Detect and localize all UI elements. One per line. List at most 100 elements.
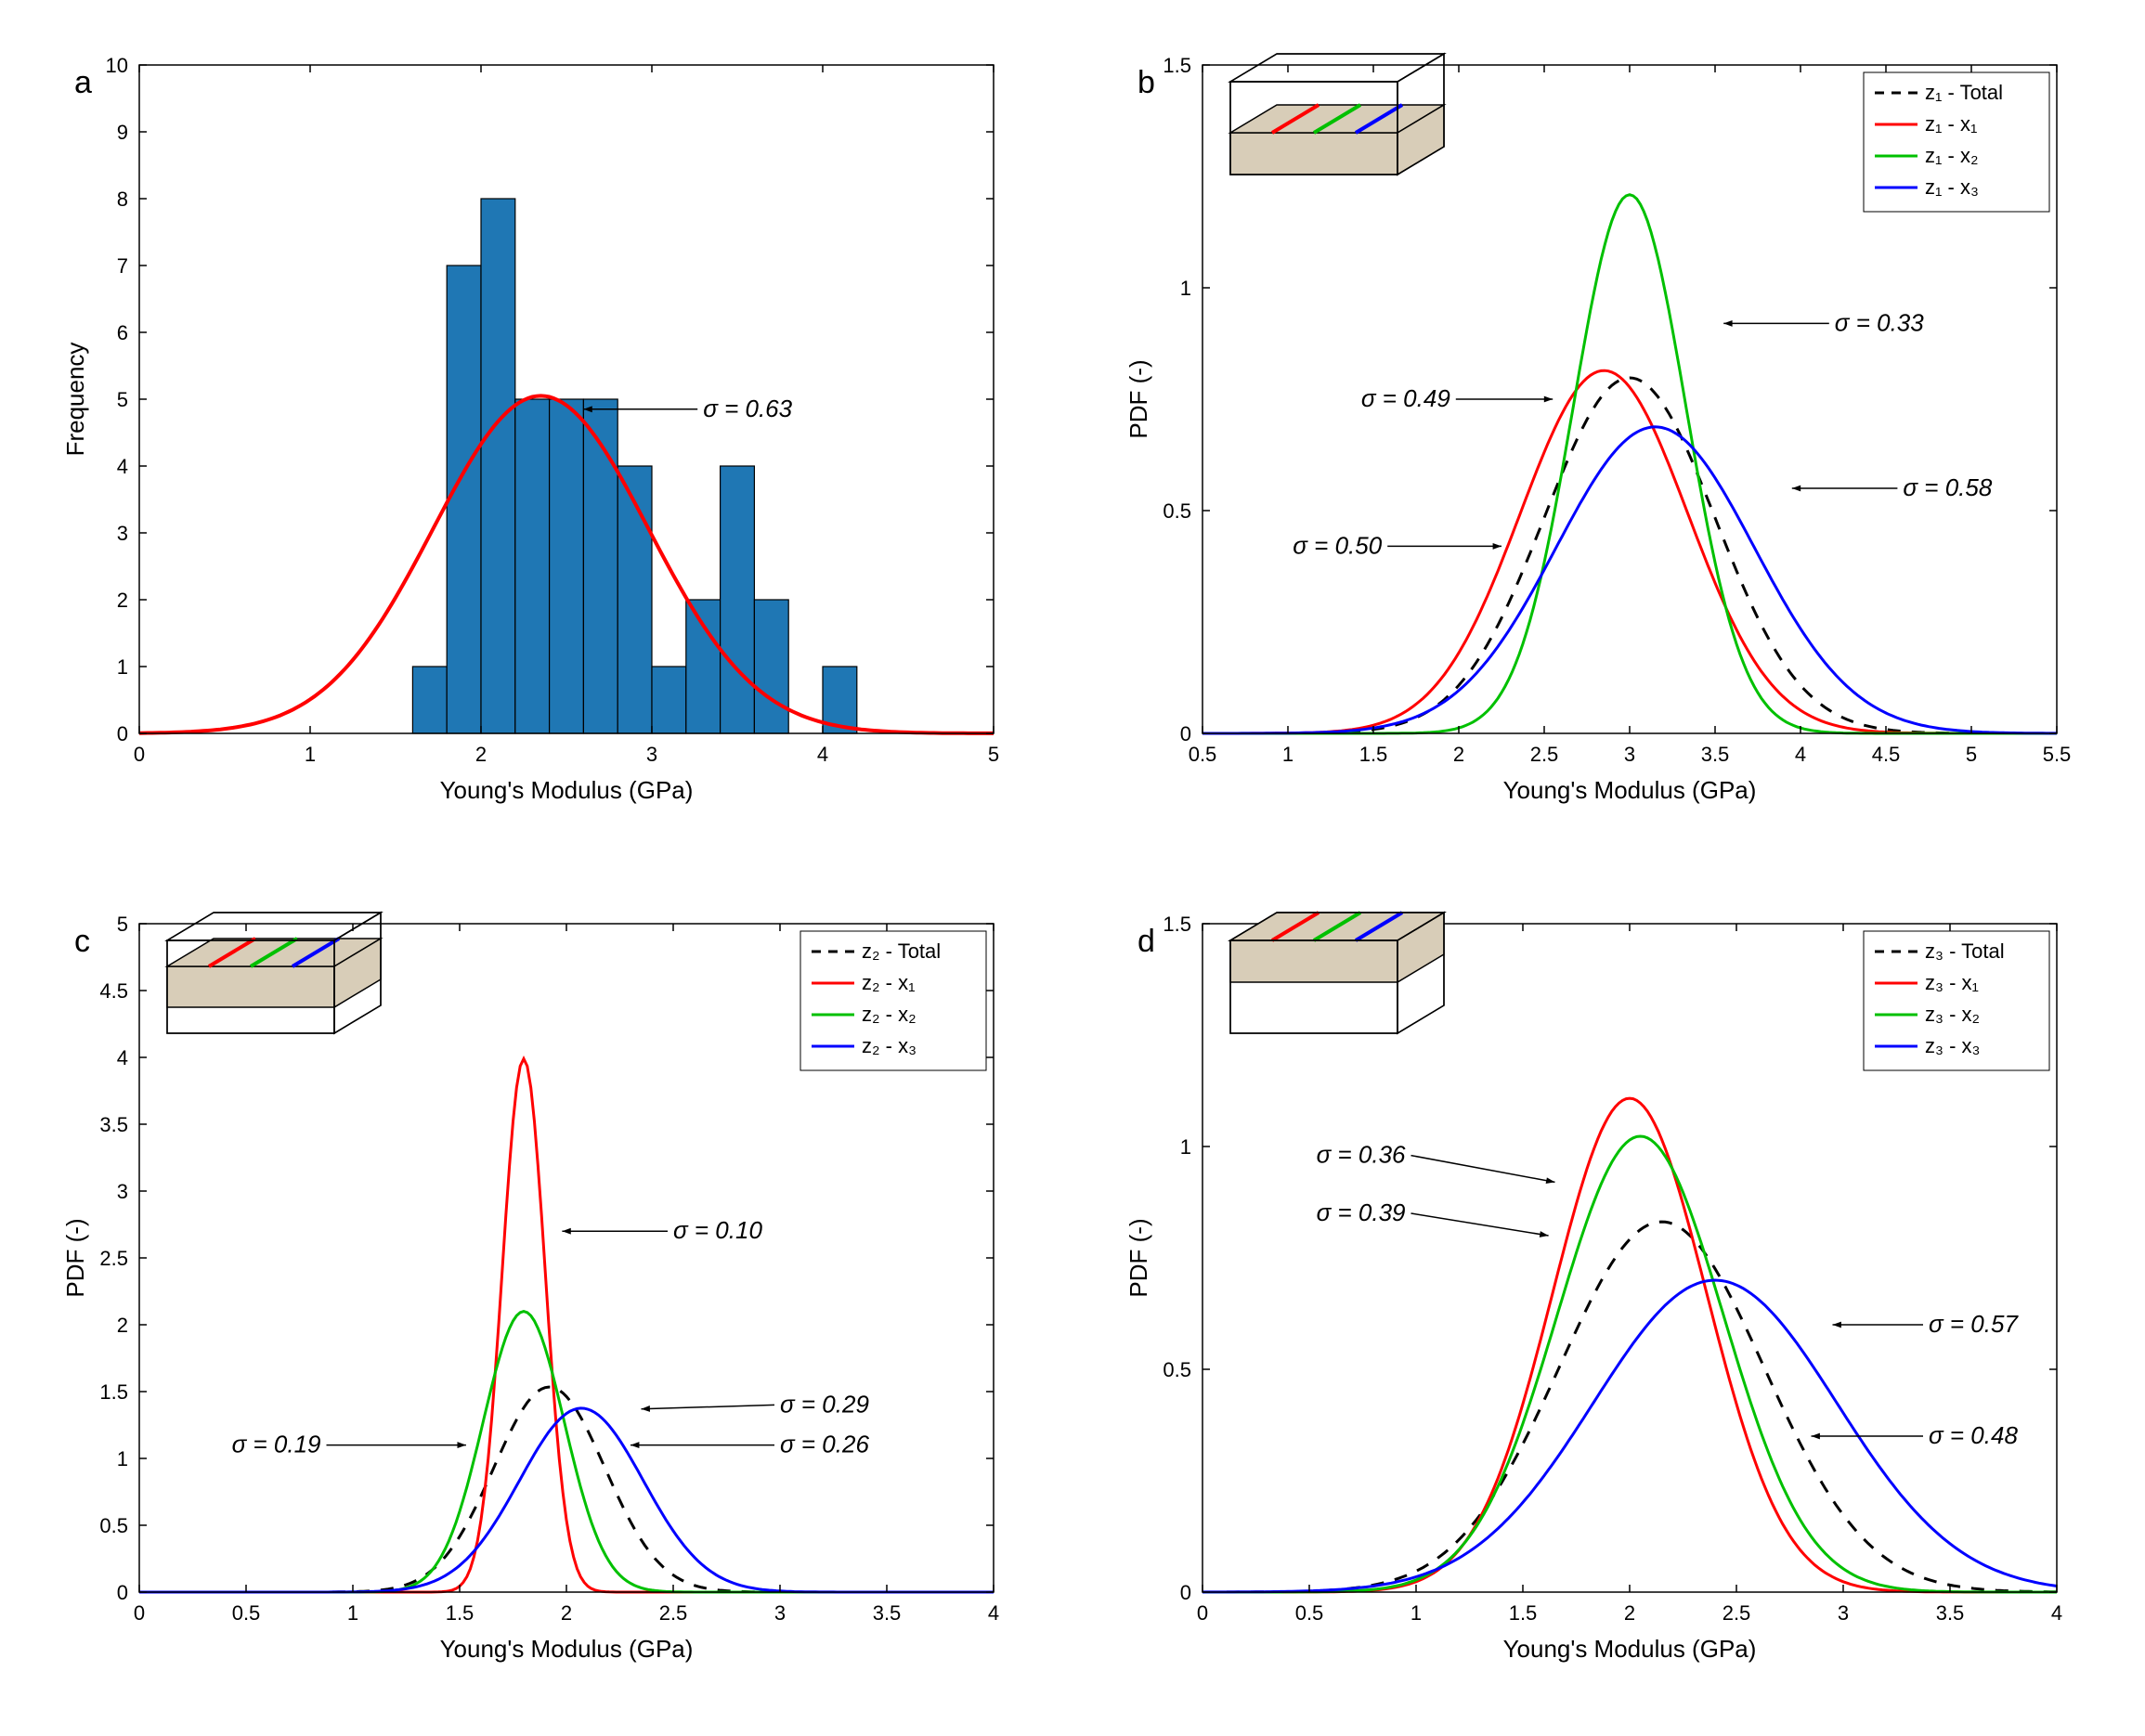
svg-text:1: 1 (1410, 1601, 1422, 1625)
svg-text:4: 4 (2051, 1601, 2062, 1625)
svg-text:2: 2 (475, 743, 487, 766)
svg-text:2.5: 2.5 (1530, 743, 1559, 766)
svg-text:3: 3 (117, 522, 128, 545)
svg-text:Young's Modulus (GPa): Young's Modulus (GPa) (440, 1635, 694, 1663)
svg-text:z₂ - Total: z₂ - Total (862, 939, 941, 963)
svg-text:0.5: 0.5 (1163, 499, 1191, 523)
svg-text:σ = 0.50: σ = 0.50 (1293, 531, 1382, 559)
svg-text:4.5: 4.5 (99, 979, 128, 1003)
svg-text:z₂ - x₃: z₂ - x₃ (862, 1034, 916, 1057)
svg-text:1.5: 1.5 (446, 1601, 474, 1625)
svg-text:0.5: 0.5 (99, 1514, 128, 1537)
svg-text:0: 0 (134, 1601, 145, 1625)
svg-text:1: 1 (347, 1601, 358, 1625)
svg-text:0: 0 (1180, 722, 1191, 745)
svg-text:0.5: 0.5 (1295, 1601, 1324, 1625)
svg-text:2.5: 2.5 (659, 1601, 688, 1625)
svg-text:σ = 0.58: σ = 0.58 (1903, 473, 1992, 501)
svg-text:2.5: 2.5 (1722, 1601, 1751, 1625)
svg-text:3: 3 (117, 1180, 128, 1203)
panel-d: d00.511.522.533.5400.511.5Young's Modulu… (1091, 887, 2117, 1708)
svg-text:Young's Modulus (GPa): Young's Modulus (GPa) (1503, 776, 1757, 804)
svg-text:5: 5 (117, 388, 128, 411)
svg-text:a: a (74, 65, 92, 100)
svg-text:3: 3 (774, 1601, 786, 1625)
svg-text:σ = 0.19: σ = 0.19 (232, 1431, 321, 1458)
svg-text:2: 2 (117, 1314, 128, 1337)
svg-text:z₁ - x₁: z₁ - x₁ (1925, 112, 1977, 136)
svg-text:σ = 0.63: σ = 0.63 (703, 395, 792, 422)
panel-c: c00.511.522.533.5400.511.522.533.544.55Y… (28, 887, 1054, 1708)
svg-text:1.5: 1.5 (1509, 1601, 1538, 1625)
svg-text:3.5: 3.5 (99, 1113, 128, 1136)
svg-text:4: 4 (1795, 743, 1806, 766)
svg-text:σ = 0.49: σ = 0.49 (1361, 384, 1450, 412)
svg-text:2: 2 (117, 589, 128, 612)
svg-text:z₁ - Total: z₁ - Total (1925, 81, 2003, 104)
svg-text:z₂ - x₂: z₂ - x₂ (862, 1003, 916, 1026)
svg-text:2: 2 (1624, 1601, 1635, 1625)
svg-text:3.5: 3.5 (873, 1601, 902, 1625)
svg-text:Young's Modulus (GPa): Young's Modulus (GPa) (1503, 1635, 1757, 1663)
svg-text:0: 0 (117, 1581, 128, 1604)
svg-text:0: 0 (1197, 1601, 1208, 1625)
svg-text:1.5: 1.5 (1359, 743, 1388, 766)
svg-text:4: 4 (988, 1601, 999, 1625)
svg-text:5: 5 (988, 743, 999, 766)
svg-text:4.5: 4.5 (1872, 743, 1901, 766)
svg-text:3.5: 3.5 (1701, 743, 1730, 766)
svg-text:8: 8 (117, 188, 128, 211)
svg-text:PDF (-): PDF (-) (1124, 359, 1152, 438)
svg-text:0.5: 0.5 (1163, 1358, 1191, 1381)
svg-text:z₃ - x₁: z₃ - x₁ (1925, 971, 1979, 994)
svg-text:σ = 0.48: σ = 0.48 (1929, 1421, 2018, 1449)
svg-text:σ = 0.29: σ = 0.29 (780, 1390, 869, 1418)
svg-text:z₃ - x₃: z₃ - x₃ (1925, 1034, 1980, 1057)
svg-text:0: 0 (134, 743, 145, 766)
svg-text:σ = 0.36: σ = 0.36 (1317, 1141, 1406, 1169)
svg-text:b: b (1138, 65, 1155, 100)
svg-text:4: 4 (117, 1046, 128, 1069)
svg-text:5.5: 5.5 (2043, 743, 2072, 766)
svg-text:9: 9 (117, 121, 128, 144)
svg-text:σ = 0.33: σ = 0.33 (1835, 308, 1924, 336)
svg-text:10: 10 (106, 54, 128, 77)
svg-text:3.5: 3.5 (1936, 1601, 1965, 1625)
svg-text:1: 1 (1180, 277, 1191, 300)
svg-text:3: 3 (1624, 743, 1635, 766)
svg-text:z₃ - Total: z₃ - Total (1925, 939, 2005, 963)
svg-text:σ = 0.26: σ = 0.26 (780, 1431, 869, 1458)
svg-text:3: 3 (1838, 1601, 1849, 1625)
svg-text:PDF (-): PDF (-) (1124, 1218, 1152, 1297)
svg-text:1.5: 1.5 (99, 1380, 128, 1404)
svg-text:3: 3 (646, 743, 657, 766)
svg-text:z₃ - x₂: z₃ - x₂ (1925, 1003, 1980, 1026)
svg-text:5: 5 (1966, 743, 1977, 766)
svg-text:c: c (74, 924, 90, 959)
svg-text:0: 0 (1180, 1581, 1191, 1604)
svg-text:Frequency: Frequency (61, 343, 89, 457)
svg-text:z₂ - x₁: z₂ - x₁ (862, 971, 916, 994)
panel-b: b0.511.522.533.544.555.500.511.5Young's … (1091, 28, 2117, 849)
svg-text:z₁ - x₂: z₁ - x₂ (1925, 144, 1979, 167)
svg-text:σ = 0.39: σ = 0.39 (1317, 1198, 1406, 1226)
svg-text:d: d (1138, 924, 1155, 959)
svg-text:2: 2 (1453, 743, 1464, 766)
svg-text:1: 1 (1180, 1135, 1191, 1159)
svg-text:1: 1 (117, 655, 128, 679)
panel-a: a012345012345678910Young's Modulus (GPa)… (28, 28, 1054, 849)
svg-text:2: 2 (561, 1601, 572, 1625)
svg-text:7: 7 (117, 254, 128, 278)
svg-text:PDF (-): PDF (-) (61, 1218, 89, 1297)
svg-text:σ = 0.57: σ = 0.57 (1929, 1310, 2019, 1338)
svg-text:4: 4 (117, 455, 128, 478)
svg-text:1.5: 1.5 (1163, 54, 1191, 77)
svg-text:1: 1 (305, 743, 316, 766)
svg-text:6: 6 (117, 321, 128, 344)
svg-text:σ = 0.10: σ = 0.10 (673, 1216, 762, 1244)
svg-text:z₁ - x₃: z₁ - x₃ (1925, 175, 1979, 199)
svg-text:4: 4 (817, 743, 828, 766)
svg-text:1: 1 (1282, 743, 1294, 766)
svg-text:1: 1 (117, 1447, 128, 1470)
svg-text:Young's Modulus (GPa): Young's Modulus (GPa) (440, 776, 694, 804)
